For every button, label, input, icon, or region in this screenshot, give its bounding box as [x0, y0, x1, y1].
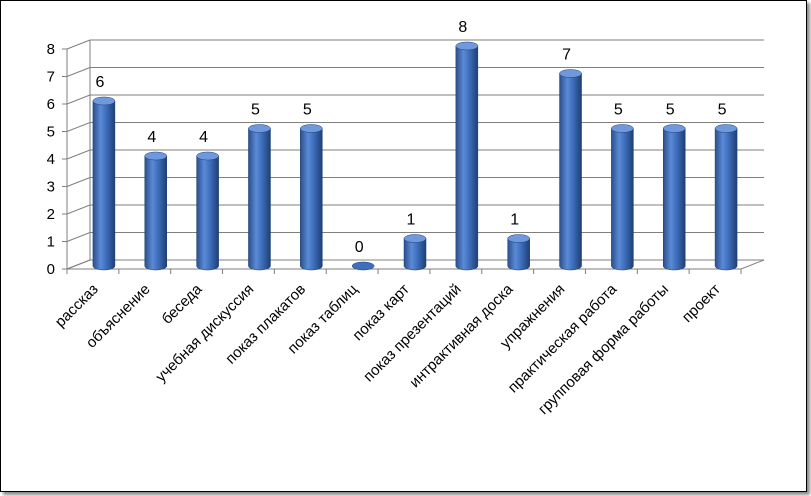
bar-body	[144, 155, 168, 271]
gridline-side	[66, 232, 91, 242]
y-tick-label: 8	[47, 41, 55, 58]
data-label: 8	[458, 19, 467, 36]
bar	[248, 124, 271, 271]
data-label: 5	[303, 102, 312, 119]
data-label: 1	[407, 212, 416, 229]
bar	[507, 234, 530, 271]
gridline-side	[66, 67, 91, 77]
bar-body	[403, 238, 427, 271]
bar-body	[611, 128, 634, 271]
category-label: рассказ	[52, 281, 102, 331]
bars	[92, 41, 738, 271]
y-tick-label: 5	[47, 124, 55, 141]
bar-body	[507, 238, 530, 271]
bar-top	[507, 234, 530, 243]
data-label: 0	[355, 239, 364, 256]
bar	[300, 124, 323, 271]
bar-top	[92, 96, 116, 106]
data-label: 5	[251, 102, 260, 119]
bar-top	[714, 124, 738, 133]
bar	[611, 124, 634, 271]
data-label: 7	[562, 47, 571, 64]
data-label: 1	[510, 212, 519, 229]
bar-top	[300, 124, 323, 133]
bar-top	[351, 261, 375, 271]
data-label: 4	[199, 129, 208, 146]
bar-top	[196, 151, 219, 161]
bar	[662, 124, 686, 271]
y-tick-label: 4	[47, 151, 55, 168]
bar-top	[248, 124, 271, 133]
bar-body	[300, 128, 323, 271]
gridline-side	[66, 177, 91, 187]
gridline-side	[66, 149, 91, 160]
y-axis: 0 1 2 3 4 5 6 7 8	[47, 41, 67, 278]
bar-body	[662, 128, 686, 271]
y-tick-label: 0	[47, 261, 55, 278]
bar-body	[92, 100, 116, 271]
category-label: проект	[679, 281, 724, 326]
data-label: 5	[718, 102, 727, 119]
bar-top	[662, 124, 686, 133]
y-tick-label: 3	[47, 179, 55, 196]
y-tick-label: 7	[47, 69, 55, 86]
bar	[144, 151, 168, 271]
bar-top	[559, 69, 582, 78]
category-label: показ презентаций	[360, 281, 464, 385]
bar-top	[403, 234, 427, 243]
bar-top	[611, 124, 634, 133]
bar	[714, 124, 738, 271]
bar	[455, 41, 479, 271]
category-label: учебная дискуссия	[152, 281, 257, 386]
gridline-side	[66, 94, 91, 105]
data-label: 5	[614, 102, 623, 119]
bar	[196, 151, 219, 271]
gridline-side	[66, 122, 91, 132]
bar-top	[144, 151, 168, 161]
data-label: 6	[95, 74, 104, 91]
bar-body	[714, 128, 738, 271]
y-tick-label: 6	[47, 96, 55, 113]
bar	[351, 261, 375, 271]
y-tick-label: 1	[47, 234, 55, 251]
bar-body	[559, 73, 582, 271]
bar	[559, 69, 582, 271]
bar	[403, 234, 427, 271]
gridline-side	[66, 204, 91, 215]
bar	[92, 96, 116, 271]
gridline-side	[66, 39, 91, 50]
bar-top	[455, 41, 479, 51]
data-labels: 6 4 4 5 5 0 1 8 1 7 5 5 5	[95, 19, 726, 256]
data-label: 5	[666, 102, 675, 119]
bar-body	[196, 155, 219, 271]
category-label: беседа	[159, 280, 206, 327]
y-tick-label: 2	[47, 206, 55, 223]
bar-body	[455, 45, 479, 271]
data-label: 4	[147, 129, 156, 146]
bar-body	[248, 128, 271, 271]
